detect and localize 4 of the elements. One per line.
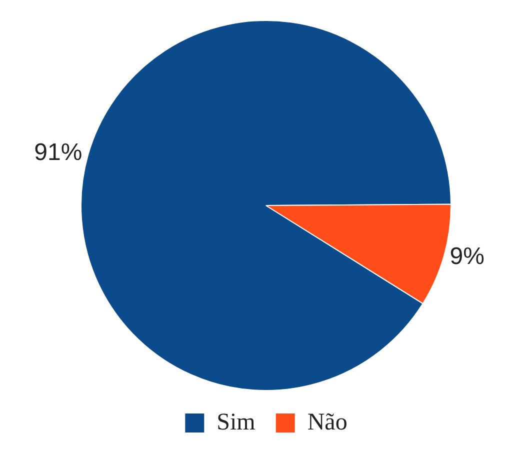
legend-label: Não bbox=[307, 409, 348, 436]
data-label: 91% bbox=[34, 139, 82, 166]
data-label: 9% bbox=[450, 243, 484, 270]
legend-label: Sim bbox=[216, 409, 256, 436]
